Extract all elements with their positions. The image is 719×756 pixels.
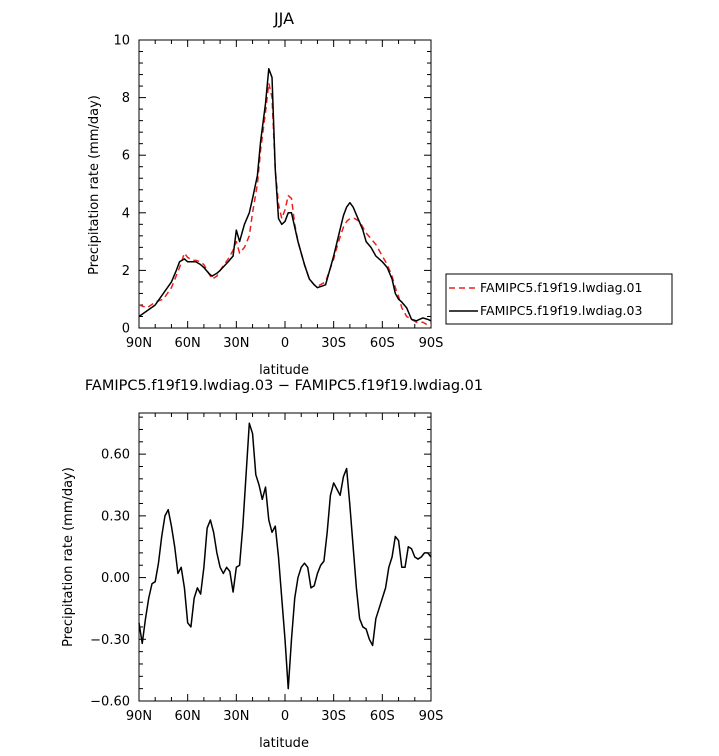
y-tick-label: 0: [122, 322, 130, 337]
legend-box: [445, 273, 673, 325]
bottom-chart: FAMIPC5.f19f19.lwdiag.03 − FAMIPC5.f19f1…: [61, 378, 483, 751]
chart-title: JJA: [273, 9, 294, 28]
top-chart: JJA Precipitation rate (mm/day) latitude…: [87, 9, 443, 378]
series-line-2: [138, 68, 432, 322]
x-tick-label: 0: [281, 709, 289, 724]
plot-frame: [138, 412, 432, 702]
series-line-1: [138, 422, 432, 690]
y-tick-label: −0.60: [90, 695, 130, 710]
x-tick-label: 60S: [370, 336, 395, 351]
y-tick-label: 8: [122, 91, 130, 106]
y-tick-label: 0.60: [101, 448, 130, 463]
y-tick-label: 10: [113, 34, 130, 49]
y-axis-label: Precipitation rate (mm/day): [87, 95, 102, 275]
x-tick-label: 60S: [370, 709, 395, 724]
y-tick-label: 0.30: [101, 509, 130, 524]
x-tick-label: 90S: [419, 709, 444, 724]
legend-label-series-2: FAMIPC5.f19f19.lwdiag.03: [480, 303, 642, 318]
series-lines: [138, 422, 432, 690]
x-tick-label: 90S: [419, 336, 444, 351]
x-tick-label: 30N: [223, 709, 249, 724]
x-tick-label: 90N: [126, 709, 152, 724]
series-line-1: [138, 82, 431, 326]
y-tick-label: 4: [122, 206, 130, 221]
legend: FAMIPC5.f19f19.lwdiag.01 FAMIPC5.f19f19.…: [445, 273, 673, 325]
y-tick-label: 0.00: [101, 571, 130, 586]
x-tick-label: 30S: [321, 709, 346, 724]
plot-frame: [138, 39, 432, 329]
x-tick-label: 0: [281, 336, 289, 351]
chart-title: FAMIPC5.f19f19.lwdiag.03 − FAMIPC5.f19f1…: [85, 378, 483, 394]
x-tick-label: 30S: [321, 336, 346, 351]
x-axis-label: latitude: [259, 363, 309, 378]
axes: 90N 60N 30N 0 30S 60S 90S −0.60 −0.30 0.00 0.30 0.6…: [90, 413, 443, 724]
y-tick-label: −0.30: [90, 633, 130, 648]
series-lines: [138, 68, 432, 326]
x-tick-label: 60N: [175, 336, 201, 351]
x-tick-label: 60N: [175, 709, 201, 724]
axes: 90N 60N 30N 0 30S 60S 90S 0 2 4 6 8 10: [113, 34, 443, 352]
x-axis-label: latitude: [259, 736, 309, 751]
legend-label-series-1: FAMIPC5.f19f19.lwdiag.01: [480, 280, 642, 295]
y-axis-label: Precipitation rate (mm/day): [61, 467, 76, 647]
y-tick-label: 6: [122, 149, 130, 164]
x-tick-label: 90N: [126, 336, 152, 351]
y-tick-label: 2: [122, 264, 130, 279]
x-tick-label: 30N: [223, 336, 249, 351]
